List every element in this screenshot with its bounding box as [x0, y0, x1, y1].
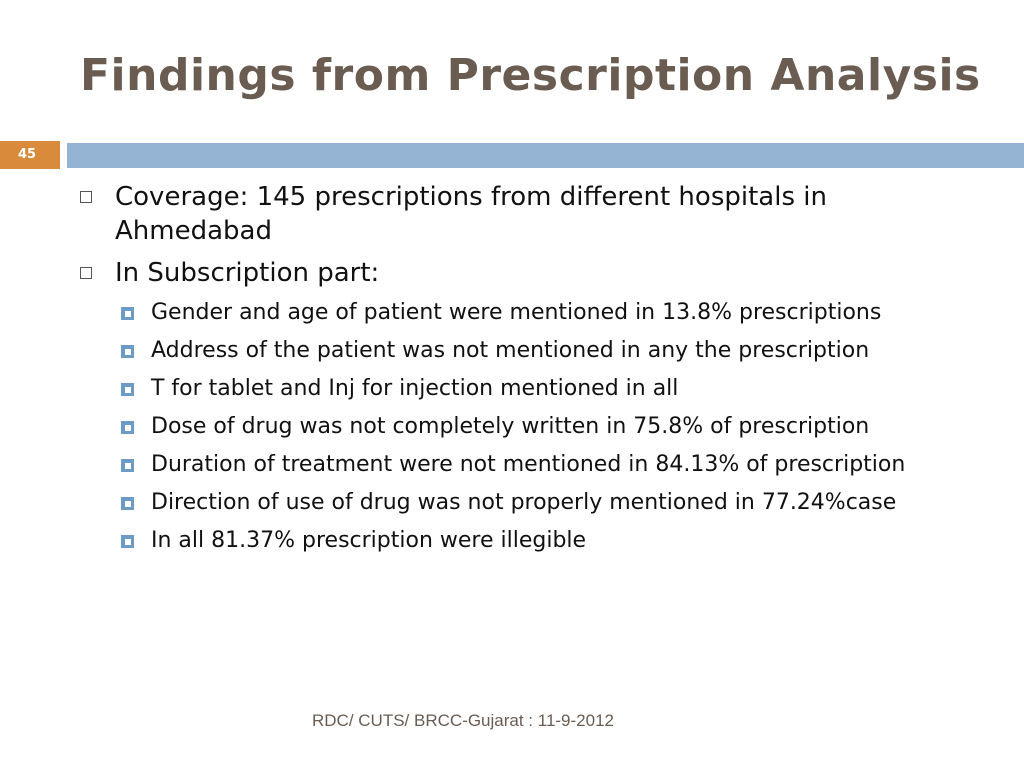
square-bullet-icon	[121, 307, 134, 320]
footer-text: RDC/ CUTS/ BRCC-Gujarat : 11-9-2012	[312, 711, 614, 730]
sub-bullet-tablet-injection: T for tablet and Inj for injection menti…	[121, 374, 984, 404]
sub-bullet-address: Address of the patient was not mentioned…	[121, 336, 984, 366]
square-bullet-icon	[121, 383, 134, 396]
bullet-text: In Subscription part:	[115, 258, 380, 288]
hollow-square-bullet-icon	[80, 191, 92, 203]
bullet-text: Coverage: 145 prescriptions from differe…	[115, 182, 827, 246]
sub-bullet-duration: Duration of treatment were not mentioned…	[121, 450, 984, 480]
square-bullet-icon	[121, 459, 134, 472]
bullet-list: Coverage: 145 prescriptions from differe…	[0, 180, 1024, 564]
bullet-text: Direction of use of drug was not properl…	[151, 490, 897, 515]
bullet-text: Address of the patient was not mentioned…	[151, 338, 870, 363]
square-bullet-icon	[121, 497, 134, 510]
sub-bullet-illegible: In all 81.37% prescription were illegibl…	[121, 526, 984, 556]
bullet-text: Duration of treatment were not mentioned…	[151, 452, 906, 477]
bullet-text: Dose of drug was not completely written …	[151, 414, 870, 439]
hollow-square-bullet-icon	[80, 267, 92, 279]
accent-bar	[67, 143, 1024, 168]
sub-bullet-gender-age: Gender and age of patient were mentioned…	[121, 298, 984, 328]
bullet-text: Gender and age of patient were mentioned…	[151, 300, 882, 325]
square-bullet-icon	[121, 535, 134, 548]
page-title: Findings from Prescription Analysis	[80, 50, 981, 101]
square-bullet-icon	[121, 421, 134, 434]
slide-number: 45	[0, 141, 60, 169]
bullet-coverage: Coverage: 145 prescriptions from differe…	[80, 180, 964, 248]
square-bullet-icon	[121, 345, 134, 358]
sub-bullet-dose: Dose of drug was not completely written …	[121, 412, 984, 442]
sub-bullet-direction: Direction of use of drug was not properl…	[121, 488, 984, 518]
bullet-subscription-part: In Subscription part:	[80, 256, 964, 290]
bullet-text: T for tablet and Inj for injection menti…	[151, 376, 679, 401]
bullet-text: In all 81.37% prescription were illegibl…	[151, 528, 587, 553]
